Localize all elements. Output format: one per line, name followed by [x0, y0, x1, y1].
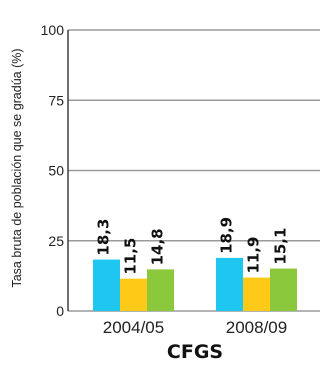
y-tick-label-0: 0	[56, 303, 64, 319]
data-label-2004-05-s2: 11,5	[122, 238, 140, 275]
category-labels: 2004/05 2008/09	[103, 318, 287, 337]
bar-2004-05-s3	[147, 269, 174, 311]
y-tick-labels: 0 25 50 75 100	[41, 22, 65, 319]
y-tick-label-25: 25	[48, 233, 64, 249]
data-labels: 18,3 11,5 14,8 18,9 11,9 15,1	[95, 217, 290, 275]
x-axis-title: CFGS	[167, 341, 223, 363]
bar-2004-05-s1	[93, 259, 120, 311]
bars	[93, 257, 297, 311]
data-label-2008-09-s1: 18,9	[218, 217, 236, 254]
data-label-2008-09-s3: 15,1	[272, 228, 290, 265]
category-label-2008-09: 2008/09	[226, 318, 287, 337]
bar-2008-09-s2	[243, 277, 270, 311]
data-label-2004-05-s3: 14,8	[149, 228, 167, 265]
data-label-2008-09-s2: 11,9	[245, 237, 263, 274]
y-tick-label-50: 50	[48, 163, 64, 179]
data-label-2004-05-s1: 18,3	[95, 219, 113, 256]
y-tick-label-75: 75	[48, 92, 64, 108]
bar-2008-09-s1	[216, 257, 243, 311]
bar-2008-09-s3	[270, 268, 297, 311]
y-axis-title: Tasa bruta de población que se gradúa (%…	[10, 48, 24, 287]
category-label-2004-05: 2004/05	[103, 318, 164, 337]
y-tick-label-100: 100	[41, 22, 65, 38]
bar-2004-05-s2	[120, 278, 147, 311]
